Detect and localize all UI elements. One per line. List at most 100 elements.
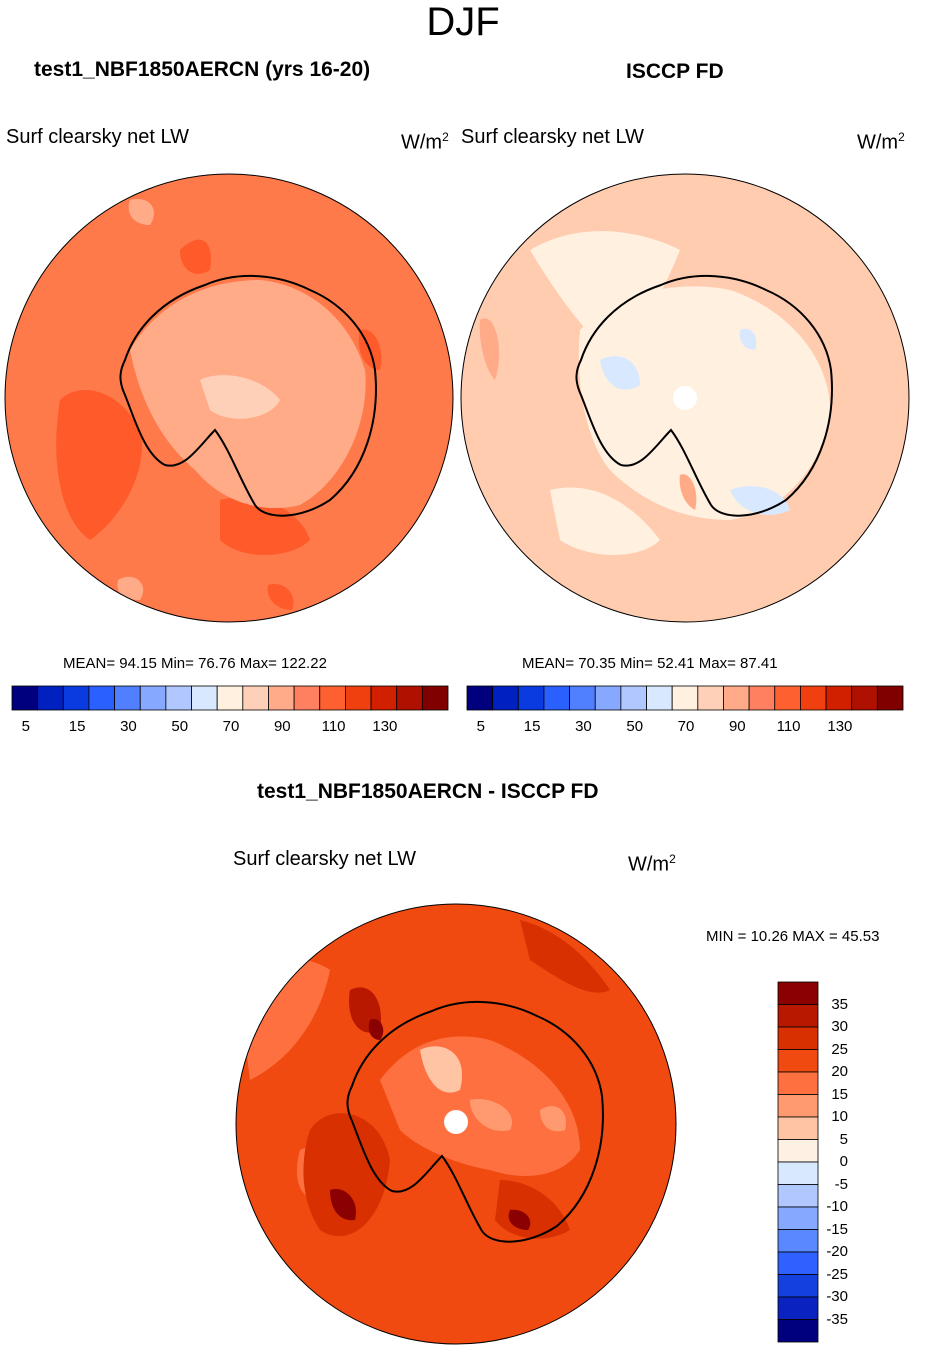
colorbar-model-swatch [37,685,64,711]
colorbar-model-swatch [62,685,90,711]
colorbar-obs-tick-label: 70 [677,718,695,735]
map-obs-antarctica-outline [575,275,833,517]
map-model-cool-region [128,199,154,225]
colorbar-diff-swatch [777,1116,819,1140]
colorbar-model-swatch [114,685,141,711]
colorbar-model-swatch [11,685,39,711]
colorbar-obs-tick-label: 5 [476,718,485,735]
colorbar-obs-swatch [594,685,622,711]
map-obs-border [460,173,910,623]
map-obs-negative-region [730,486,790,515]
colorbar-model-swatch [396,685,423,711]
panel-title-diff: test1_NBF1850AERCN - ISCCP FD [257,780,599,803]
map-diff-higher-region [520,920,610,993]
colorbar-model-tick-label: 70 [222,718,240,735]
colorbar-diff-tick-label: 30 [831,1018,848,1035]
colorbar-diff-swatch [777,1049,819,1073]
colorbar-diff-tick-label: -35 [826,1310,848,1328]
colorbar-obs-swatch [876,685,904,711]
map-diff-max-region [508,1209,531,1230]
colorbar-diff-tick-label: 5 [839,1130,848,1148]
stats-obs: MEAN= 70.35 Min= 52.41 Max= 87.41 [522,655,778,672]
colorbar-diff-swatch [777,1071,819,1095]
colorbar-obs-swatch [825,685,853,711]
colorbar-model-swatch [293,685,321,711]
colorbar-model-swatch [345,685,372,711]
colorbar-model [11,685,449,711]
map-diff-antarctica-outline [346,1001,604,1243]
colorbar-obs-tick-label: 90 [728,718,746,735]
colorbar-obs-swatch [569,685,596,711]
map-diff-border [235,903,677,1345]
colorbar-model-tick-label: 15 [68,718,86,735]
panel-title-obs: ISCCP FD [626,60,724,83]
stats-diff: MIN = 10.26 MAX = 45.53 [706,928,880,945]
colorbar-model-tick-label: 130 [372,718,398,735]
colorbar-obs-tick-label: 130 [827,718,853,735]
colorbar-diff-tick-label: 10 [831,1108,848,1125]
colorbar-diff-swatch [777,981,819,1005]
panel-title-model: test1_NBF1850AERCN (yrs 16-20) [34,58,371,81]
colorbar-obs-tick-label: 30 [575,718,592,735]
colorbar-model-tick-label: 90 [273,718,291,735]
map-obs-warm-region [679,474,697,510]
colorbar-obs-swatch [646,685,673,711]
map-model-antarctica-outline [119,275,377,517]
map-model-cool-region [200,375,280,419]
colorbar-diff-swatch [777,1026,819,1050]
colorbar-obs-swatch [671,685,699,711]
colorbar-obs-swatch [723,685,750,711]
colorbar-model-tick-label: 50 [171,718,189,735]
map-diff-lowest-region [420,1046,462,1093]
map-diff-higher-region [303,1113,390,1237]
colorbar-obs-swatch [492,685,519,711]
map-diff-lower-region [470,1099,512,1131]
map-model-warm-region [220,497,310,555]
colorbar-diff-tick-label: 20 [831,1063,848,1080]
colorbar-obs-swatch [697,685,724,711]
colorbar-diff-swatch [777,1161,819,1185]
stats-model: MEAN= 94.15 Min= 76.76 Max= 122.22 [63,655,327,672]
map-obs-negative-region [600,356,640,390]
colorbar-model-tick-label: 110 [321,718,346,735]
colorbar-diff-swatch [777,1229,819,1253]
colorbar-diff-tick-label: -10 [826,1198,848,1215]
colorbar-model-swatch [191,685,218,711]
map-diff-lower-region [540,1106,566,1132]
colorbar-model-swatch [268,685,295,711]
units-label-obs: W/m2 [857,130,905,154]
map-model [5,174,453,622]
map-model-border [4,173,454,623]
colorbar-model-swatch [88,685,115,711]
colorbar-diff-tick-label: -20 [826,1243,848,1260]
colorbar-model-swatch [421,685,449,711]
colorbar-model-swatch [319,685,346,711]
colorbar-diff-tick-label: -15 [826,1220,848,1238]
map-model-warm-region [56,390,142,540]
colorbar-obs-tick-label: 50 [626,718,644,735]
map-obs-pole-hole [673,386,697,410]
colorbar-obs-swatch [774,685,801,711]
colorbar-obs [466,685,904,711]
map-diff-pole-hole [444,1110,468,1134]
colorbar-model-swatch [165,685,192,711]
colorbar-model-swatch [139,685,167,711]
colorbar-diff-swatch [777,1139,819,1163]
colorbar-diff-swatch [777,1319,819,1343]
map-diff-max-region [330,1189,356,1221]
colorbar-diff-tick-label: 15 [831,1085,848,1103]
map-model-cool-region [117,576,144,600]
map-obs-cool-region [530,231,680,360]
colorbar-obs-swatch [517,685,545,711]
colorbar-diff-tick-label: -5 [834,1175,848,1193]
colorbar-obs-swatch [748,685,776,711]
colorbar-obs-swatch [851,685,878,711]
colorbar-obs-tick-label: 110 [776,718,801,735]
colorbar-model-swatch [216,685,244,711]
map-obs-warm-region [479,318,500,380]
colorbar-model-tick-label: 30 [120,718,137,735]
colorbar-obs-swatch [543,685,570,711]
variable-label-model: Surf clearsky net LW [6,126,190,148]
colorbar-diff-tick-label: -30 [826,1288,848,1305]
